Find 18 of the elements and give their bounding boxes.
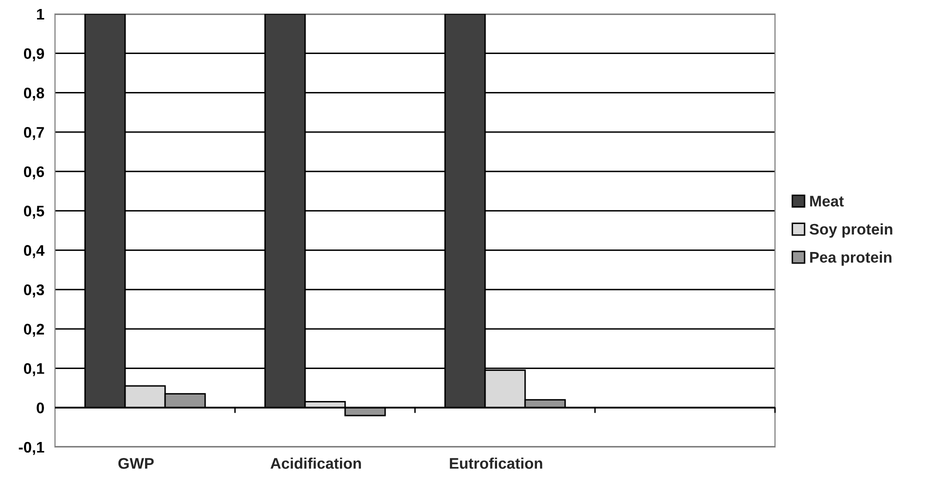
y-tick-label: -0,1 xyxy=(18,442,44,455)
legend-label: Meat xyxy=(810,196,844,207)
y-tick-label: 0,7 xyxy=(24,126,44,140)
y-tick-label: 0,4 xyxy=(24,245,45,258)
y-tick-label: 0,1 xyxy=(24,363,44,376)
y-tick-label: 0,8 xyxy=(24,88,44,101)
legend-label: Soy protein xyxy=(810,223,892,238)
x-tick-label: GWP xyxy=(118,458,154,469)
y-tick-label: 0,9 xyxy=(24,48,44,62)
y-tick-label: 1 xyxy=(37,9,44,20)
x-tick-label: Acidification xyxy=(270,458,361,469)
y-tick-label: 0,2 xyxy=(24,324,44,337)
y-tick-label: 0,6 xyxy=(24,166,44,180)
legend-label: Pea protein xyxy=(810,251,892,266)
y-tick-label: 0,5 xyxy=(24,206,44,219)
x-tick-label: Eutrofication xyxy=(450,458,542,469)
y-tick-label: 0 xyxy=(36,402,44,414)
y-tick-label: 0,3 xyxy=(24,284,44,298)
